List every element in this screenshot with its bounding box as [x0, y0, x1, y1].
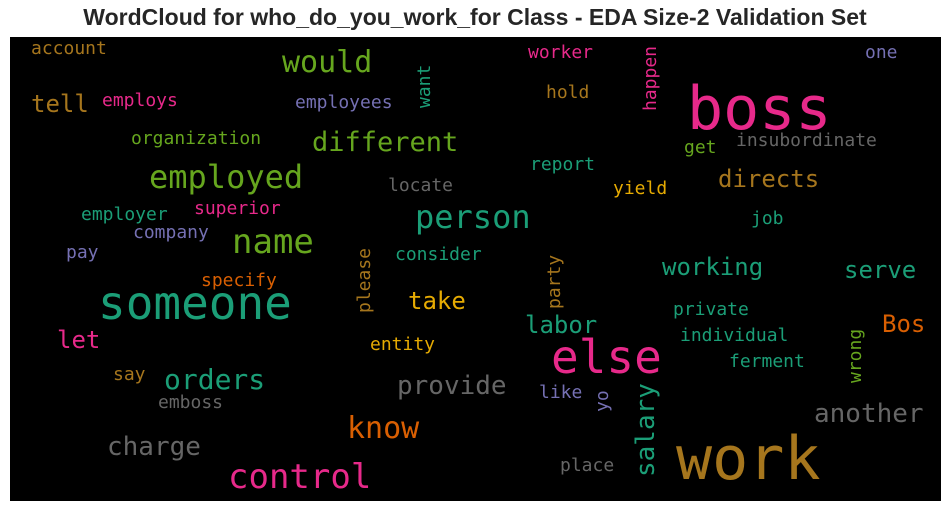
word-one: one: [865, 42, 898, 63]
word-work: work: [676, 424, 821, 494]
word-place: place: [560, 455, 615, 476]
word-individual: individual: [680, 325, 789, 346]
word-yield: yield: [613, 178, 668, 199]
chart-title: WordCloud for who_do_you_work_for Class …: [83, 4, 867, 30]
word-say: say: [113, 364, 146, 385]
word-consider: consider: [395, 244, 482, 265]
word-name: name: [232, 222, 314, 262]
word-let: let: [57, 326, 101, 354]
word-else: else: [551, 330, 662, 384]
word-directs: directs: [718, 165, 820, 193]
word-organization: organization: [131, 128, 262, 149]
word-superior: superior: [194, 198, 281, 219]
word-employer: employer: [81, 204, 168, 225]
word-company: company: [133, 222, 209, 243]
word-please: please: [354, 247, 375, 313]
word-worker: worker: [528, 42, 594, 63]
word-hold: hold: [546, 82, 590, 103]
word-wrong: wrong: [845, 328, 866, 383]
word-job: job: [751, 208, 784, 229]
word-working: working: [662, 253, 764, 281]
word-employees: employees: [295, 92, 393, 113]
word-report: report: [530, 154, 596, 175]
word-provide: provide: [397, 371, 507, 401]
word-know: know: [347, 411, 420, 446]
word-tell: tell: [31, 90, 89, 118]
word-want: want: [414, 64, 435, 108]
word-someone: someone: [98, 276, 292, 330]
word-serve: serve: [844, 256, 917, 284]
word-like: like: [539, 382, 583, 403]
word-employed: employed: [149, 158, 304, 196]
word-orders: orders: [164, 363, 266, 396]
word-person: person: [415, 198, 531, 236]
word-entity: entity: [370, 334, 436, 355]
word-different: different: [312, 127, 459, 158]
wordcloud-canvas: boss work else someone control name employed pe…: [10, 37, 941, 501]
word-employs: employs: [102, 90, 178, 111]
word-take: take: [408, 287, 466, 315]
word-would: would: [282, 45, 373, 80]
word-locate: locate: [388, 175, 454, 196]
word-salary: salary: [631, 383, 661, 477]
word-get: get: [684, 137, 717, 158]
word-party: party: [544, 254, 565, 309]
word-private: private: [673, 299, 749, 320]
word-pay: pay: [66, 242, 99, 263]
word-another: another: [814, 399, 924, 429]
word-specify: specify: [201, 270, 277, 291]
word-charge: charge: [107, 432, 201, 462]
word-insubordinate: insubordinate: [736, 130, 877, 151]
word-labor: labor: [525, 311, 598, 339]
word-account: account: [31, 38, 107, 59]
word-ferment: ferment: [729, 351, 805, 372]
word-happen: happen: [640, 45, 661, 111]
word-yo: yo: [592, 390, 613, 412]
word-emboss: emboss: [158, 392, 224, 413]
word-bos: Bos: [882, 310, 926, 338]
word-control: control: [228, 457, 372, 497]
word-boss: boss: [687, 74, 832, 144]
